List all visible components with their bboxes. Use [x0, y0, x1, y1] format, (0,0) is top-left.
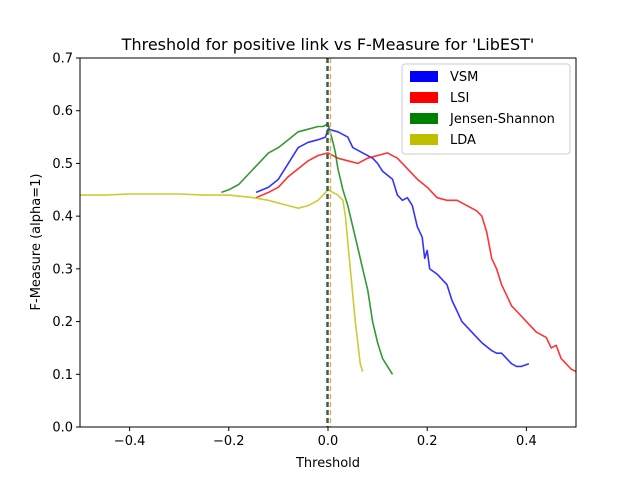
- series-line-lsi: [255, 152, 576, 373]
- y-tick-label: 0.3: [52, 262, 73, 277]
- legend-box: [401, 63, 571, 155]
- y-tick-label: 0.4: [52, 210, 73, 225]
- series-line-jensen-shannon: [221, 123, 394, 375]
- legend-label: LSI: [450, 91, 469, 106]
- legend-swatch: [410, 92, 438, 103]
- y-tick-label: 0.7: [52, 52, 73, 67]
- series-line-lda: [80, 189, 364, 372]
- x-tick-label: 0.0: [318, 434, 339, 449]
- legend-swatch: [410, 71, 438, 82]
- legend-label: LDA: [450, 133, 476, 148]
- legend-swatch: [410, 134, 438, 145]
- legend-swatch: [410, 113, 438, 124]
- y-tick-label: 0.0: [52, 421, 73, 436]
- chart-title: Threshold for positive link vs F-Measure…: [121, 35, 535, 54]
- legend-label: Jensen-Shannon: [449, 112, 555, 127]
- x-axis-label: Threshold: [295, 456, 360, 471]
- y-tick-label: 0.5: [52, 157, 73, 172]
- legend: VSM LSI Jensen-Shannon LDA: [401, 63, 571, 155]
- x-tick-label: −0.4: [114, 434, 146, 449]
- legend-label: VSM: [450, 70, 478, 85]
- x-tick-label: 0.4: [516, 434, 537, 449]
- y-tick-label: 0.1: [52, 368, 73, 383]
- series-group: [80, 58, 576, 427]
- y-axis-label: F-Measure (alpha=1): [29, 174, 44, 311]
- plot-area: −0.4 −0.2 0.0 0.2 0.4 0.0 0.1 0.2 0.3 0.4 0.5 0.6 0.…: [52, 52, 577, 449]
- x-tick-label: −0.2: [213, 434, 245, 449]
- y-tick-label: 0.6: [52, 104, 73, 119]
- y-tick-label: 0.2: [52, 315, 73, 330]
- x-tick-label: 0.2: [417, 434, 438, 449]
- series-line-vsm: [255, 128, 530, 368]
